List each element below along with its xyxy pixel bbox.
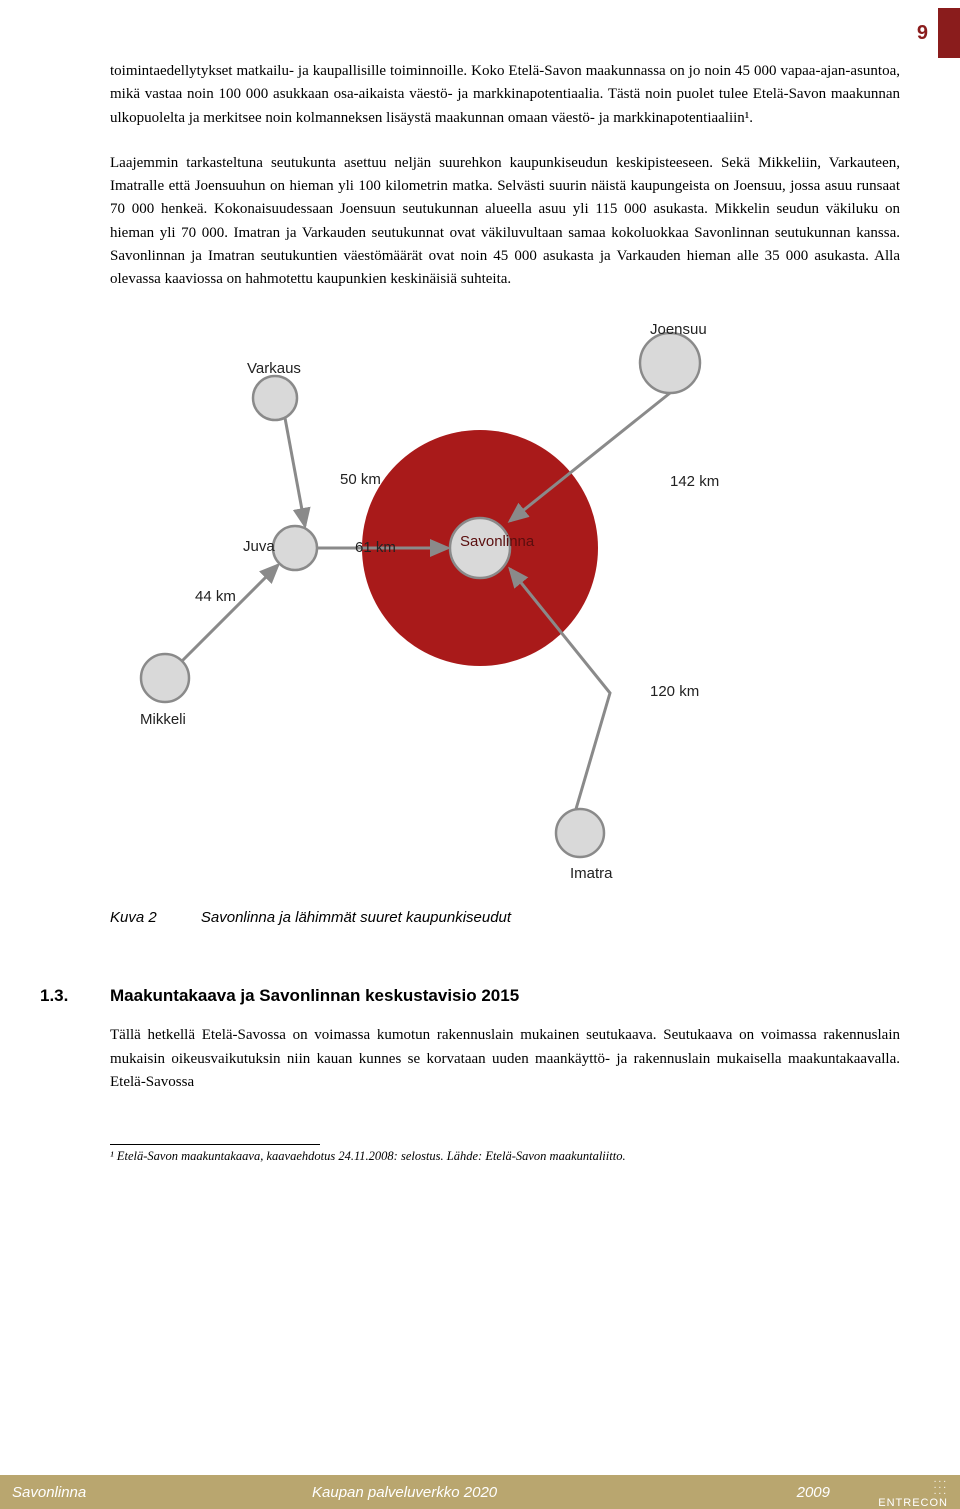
label-varkaus: Varkaus (247, 360, 301, 377)
caption-number: Kuva 2 (110, 909, 157, 926)
diagram-svg (110, 313, 890, 903)
dist-50: 50 km (340, 471, 381, 488)
footnote: ¹ Etelä-Savon maakuntakaava, kaavaehdotu… (110, 1149, 900, 1164)
node-juva (273, 526, 317, 570)
node-varkaus (253, 376, 297, 420)
dist-120: 120 km (650, 683, 699, 700)
page-number: 9 (917, 22, 928, 45)
footer-right: 2009 (797, 1484, 830, 1501)
figure-caption: Kuva 2 Savonlinna ja lähimmät suuret kau… (110, 909, 900, 926)
paragraph-1: toimintaedellytykset matkailu- ja kaupal… (110, 60, 900, 130)
section-number: 1.3. (40, 986, 110, 1006)
network-diagram: Savonlinna Joensuu Varkaus Juva Mikkeli … (110, 313, 890, 903)
node-imatra (556, 809, 604, 857)
section-heading: 1.3. Maakuntakaava ja Savonlinnan keskus… (110, 986, 900, 1006)
page-number-bar: 9 (917, 8, 960, 58)
page-number-accent (938, 8, 960, 58)
footer-logo: ∙∙∙∙∙∙∙∙∙ ENTRECON (878, 1479, 948, 1509)
logo-dots-icon: ∙∙∙∙∙∙∙∙∙ (878, 1479, 948, 1497)
footer-center: Kaupan palveluverkko 2020 (312, 1484, 797, 1501)
edge-varkaus (285, 418, 305, 526)
node-joensuu (640, 333, 700, 393)
paragraph-3: Tällä hetkellä Etelä-Savossa on voimassa… (110, 1024, 900, 1094)
label-mikkeli: Mikkeli (140, 711, 186, 728)
label-imatra: Imatra (570, 865, 613, 882)
dist-61: 61 km (355, 539, 396, 556)
node-mikkeli (141, 654, 189, 702)
dist-44: 44 km (195, 588, 236, 605)
paragraph-2: Laajemmin tarkasteltuna seutukunta asett… (110, 152, 900, 292)
dist-142: 142 km (670, 473, 719, 490)
footnote-rule (110, 1144, 320, 1145)
page-content: toimintaedellytykset matkailu- ja kaupal… (110, 60, 900, 1164)
edge-mikkeli (182, 565, 278, 661)
page-footer: Savonlinna Kaupan palveluverkko 2020 200… (0, 1475, 960, 1509)
label-juva: Juva (243, 538, 275, 555)
section-title: Maakuntakaava ja Savonlinnan keskustavis… (110, 986, 519, 1006)
label-joensuu: Joensuu (650, 321, 707, 338)
label-center: Savonlinna (460, 533, 534, 550)
caption-text: Savonlinna ja lähimmät suuret kaupunkise… (201, 909, 511, 926)
footer-left: Savonlinna (12, 1484, 312, 1501)
footer-logo-text: ENTRECON (878, 1497, 948, 1509)
